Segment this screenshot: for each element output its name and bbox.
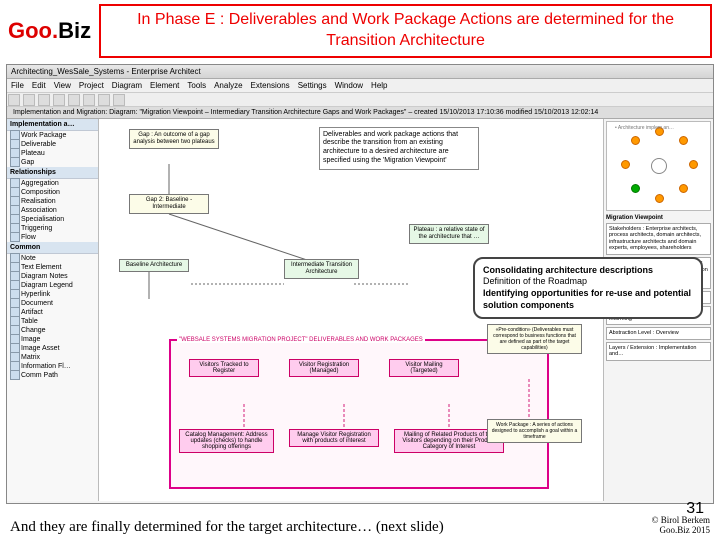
deliverable-box[interactable]: Visitors Tracked to Register bbox=[189, 359, 259, 377]
sidebar-item[interactable]: Artifact bbox=[7, 308, 98, 317]
workpackage-note[interactable]: Work Package : A series of actions desig… bbox=[487, 419, 582, 443]
menu-tools[interactable]: Tools bbox=[187, 81, 206, 90]
slide-title: In Phase E : Deliverables and Work Packa… bbox=[99, 4, 712, 58]
nav-title: Migration Viewpoint bbox=[606, 215, 711, 221]
sidebar-item[interactable]: Gap bbox=[7, 158, 98, 167]
gap-node[interactable]: Gap : An outcome of a gap analysis betwe… bbox=[129, 129, 219, 149]
sidebar-item[interactable]: Diagram Legend bbox=[7, 281, 98, 290]
menu-settings[interactable]: Settings bbox=[298, 81, 327, 90]
tool-icon[interactable] bbox=[38, 94, 50, 106]
sidebar-item[interactable]: Deliverable bbox=[7, 140, 98, 149]
plateau-node[interactable]: Baseline Architecture bbox=[119, 259, 189, 272]
nav-info: Layers / Extension : Implementation and… bbox=[606, 342, 711, 361]
workpackage-box[interactable]: Manage Visitor Registration with product… bbox=[289, 429, 379, 447]
window-titlebar: Architecting_WesSale_Systems - Enterpris… bbox=[7, 65, 713, 79]
sidebar-item[interactable]: Aggregation bbox=[7, 179, 98, 188]
logo-part1: Goo. bbox=[8, 18, 58, 43]
sidebar-item[interactable]: Image bbox=[7, 335, 98, 344]
document-tab[interactable]: Implementation and Migration: Diagram: "… bbox=[7, 107, 713, 119]
sidebar-item[interactable]: Plateau bbox=[7, 149, 98, 158]
nav-info: Stakeholders : Enterprise architects, pr… bbox=[606, 223, 711, 255]
tool-icon[interactable] bbox=[83, 94, 95, 106]
nav-info: Abstraction Level : Overview bbox=[606, 327, 711, 340]
sidebar-item[interactable]: Flow bbox=[7, 233, 98, 242]
sidebar-item[interactable]: Diagram Notes bbox=[7, 272, 98, 281]
sidebar-item[interactable]: Association bbox=[7, 206, 98, 215]
workpackage-box[interactable]: Catalog Management: Address updates (che… bbox=[179, 429, 274, 453]
menu-element[interactable]: Element bbox=[150, 81, 179, 90]
menu-window[interactable]: Window bbox=[335, 81, 363, 90]
sidebar-section[interactable]: Common bbox=[7, 242, 98, 254]
tool-icon[interactable] bbox=[98, 94, 110, 106]
sidebar-item[interactable]: Note bbox=[7, 254, 98, 263]
note-element[interactable]: Deliverables and work package actions th… bbox=[319, 127, 479, 170]
callout-bubble: Consolidating architecture descriptions … bbox=[473, 257, 703, 320]
menu-edit[interactable]: Edit bbox=[32, 81, 46, 90]
app-window: Architecting_WesSale_Systems - Enterpris… bbox=[6, 64, 714, 504]
menu-diagram[interactable]: Diagram bbox=[112, 81, 142, 90]
deliverable-box[interactable]: Visitor Registration (Managed) bbox=[289, 359, 359, 377]
callout-line: Consolidating architecture descriptions bbox=[483, 265, 693, 277]
footer-caption: And they are finally determined for the … bbox=[10, 519, 444, 536]
logo: Goo.Biz bbox=[8, 18, 91, 44]
logo-part2: Biz bbox=[58, 18, 91, 43]
group-title: "WEBSALE SYSTEMS MIGRATION PROJECT" DELI… bbox=[177, 337, 425, 343]
callout-line: Definition of the Roadmap bbox=[483, 276, 693, 288]
sidebar-section[interactable]: Relationships bbox=[7, 167, 98, 179]
sidebar-section[interactable]: Implementation a… bbox=[7, 119, 98, 131]
sidebar-item[interactable]: Change bbox=[7, 326, 98, 335]
menu-file[interactable]: File bbox=[11, 81, 24, 90]
gap-node[interactable]: Gap 2: Baseline - Intermediate bbox=[129, 194, 209, 214]
plateau-node[interactable]: Intermediate Transition Architecture bbox=[284, 259, 359, 279]
sidebar-item[interactable]: Information Fl… bbox=[7, 362, 98, 371]
menu-analyze[interactable]: Analyze bbox=[214, 81, 242, 90]
sidebar-item[interactable]: Document bbox=[7, 299, 98, 308]
sidebar-item[interactable]: Matrix bbox=[7, 353, 98, 362]
tool-icon[interactable] bbox=[53, 94, 65, 106]
sidebar-item[interactable]: Comm Path bbox=[7, 371, 98, 380]
sidebar-item[interactable]: Composition bbox=[7, 188, 98, 197]
tool-icon[interactable] bbox=[68, 94, 80, 106]
sidebar-item[interactable]: Work Package bbox=[7, 131, 98, 140]
tool-icon[interactable] bbox=[113, 94, 125, 106]
sidebar-item[interactable]: Hyperlink bbox=[7, 290, 98, 299]
wheel-diagram: • Architecture implem an… bbox=[606, 121, 711, 211]
deliverable-box[interactable]: Visitor Mailing (Targeted) bbox=[389, 359, 459, 377]
sidebar-item[interactable]: Triggering bbox=[7, 224, 98, 233]
precondition-note[interactable]: «Pre-condition» (Deliverables must corre… bbox=[487, 324, 582, 354]
tool-icon[interactable] bbox=[8, 94, 20, 106]
sidebar-item[interactable]: Specialisation bbox=[7, 215, 98, 224]
menu-project[interactable]: Project bbox=[79, 81, 104, 90]
sidebar-item[interactable]: Image Asset bbox=[7, 344, 98, 353]
toolbox-sidebar: Implementation a… Work Package Deliverab… bbox=[7, 119, 99, 501]
sidebar-item[interactable]: Realisation bbox=[7, 197, 98, 206]
menubar[interactable]: File Edit View Project Diagram Element T… bbox=[7, 79, 713, 93]
wheel-caption: • Architecture implem an… bbox=[615, 125, 674, 131]
menu-help[interactable]: Help bbox=[371, 81, 387, 90]
sidebar-item[interactable]: Text Element bbox=[7, 263, 98, 272]
callout-line: Identifying opportunities for re-use and… bbox=[483, 288, 693, 311]
plateau-node[interactable]: Plateau : a relative state of the archit… bbox=[409, 224, 489, 244]
tool-icon[interactable] bbox=[23, 94, 35, 106]
menu-extensions[interactable]: Extensions bbox=[251, 81, 290, 90]
toolbar bbox=[7, 93, 713, 107]
sidebar-item[interactable]: Table bbox=[7, 317, 98, 326]
copyright: © Birol BerkemGoo.Biz 2015 bbox=[652, 516, 710, 536]
menu-view[interactable]: View bbox=[54, 81, 71, 90]
